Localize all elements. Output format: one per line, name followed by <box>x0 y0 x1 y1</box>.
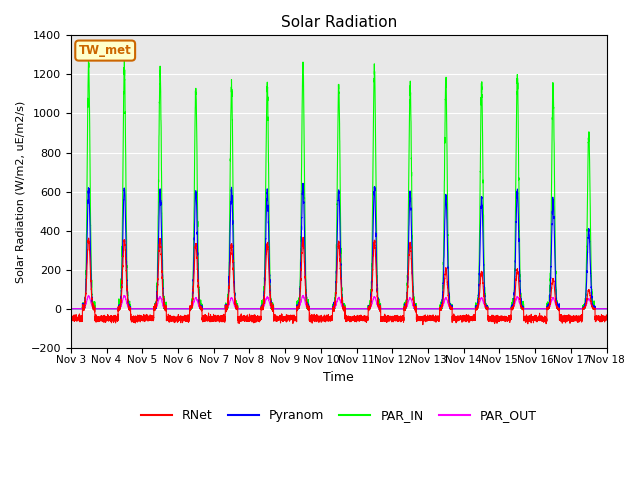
RNet <box>249 314 257 320</box>
Text: TW_met: TW_met <box>79 44 132 57</box>
PAR_OUT <box>573 306 581 312</box>
Pyranom <box>321 306 328 312</box>
RNet <box>459 315 467 321</box>
PAR_IN <box>321 306 328 312</box>
PAR_IN <box>67 306 75 312</box>
PAR_OUT <box>121 293 129 299</box>
PAR_OUT <box>321 306 328 312</box>
Pyranom <box>300 180 307 186</box>
PAR_IN <box>84 58 92 63</box>
Line: PAR_IN: PAR_IN <box>71 60 607 309</box>
Title: Solar Radiation: Solar Radiation <box>280 15 397 30</box>
PAR_IN <box>580 304 588 310</box>
PAR_IN <box>603 306 611 312</box>
X-axis label: Time: Time <box>323 371 354 384</box>
RNet <box>580 306 588 312</box>
Pyranom <box>603 306 611 312</box>
PAR_OUT <box>603 306 611 312</box>
RNet <box>321 317 328 323</box>
RNet <box>474 304 481 310</box>
PAR_IN <box>459 306 467 312</box>
Line: RNet: RNet <box>71 237 607 324</box>
Pyranom <box>474 300 481 306</box>
Line: Pyranom: Pyranom <box>71 183 607 309</box>
PAR_IN <box>573 306 581 312</box>
PAR_OUT <box>580 305 588 311</box>
PAR_OUT <box>474 305 481 311</box>
RNet <box>419 322 427 327</box>
PAR_OUT <box>459 306 467 312</box>
Legend: RNet, Pyranom, PAR_IN, PAR_OUT: RNet, Pyranom, PAR_IN, PAR_OUT <box>136 404 542 427</box>
PAR_IN <box>474 306 481 312</box>
RNet <box>67 315 75 321</box>
Line: PAR_OUT: PAR_OUT <box>71 296 607 309</box>
Pyranom <box>249 306 257 312</box>
PAR_OUT <box>67 306 75 312</box>
Pyranom <box>573 306 581 312</box>
PAR_IN <box>249 306 257 312</box>
Y-axis label: Solar Radiation (W/m2, uE/m2/s): Solar Radiation (W/m2, uE/m2/s) <box>15 100 25 283</box>
RNet <box>603 316 611 322</box>
PAR_OUT <box>249 306 257 312</box>
RNet <box>300 234 307 240</box>
RNet <box>573 316 581 322</box>
Pyranom <box>67 306 75 312</box>
Pyranom <box>459 306 467 312</box>
Pyranom <box>580 305 588 311</box>
